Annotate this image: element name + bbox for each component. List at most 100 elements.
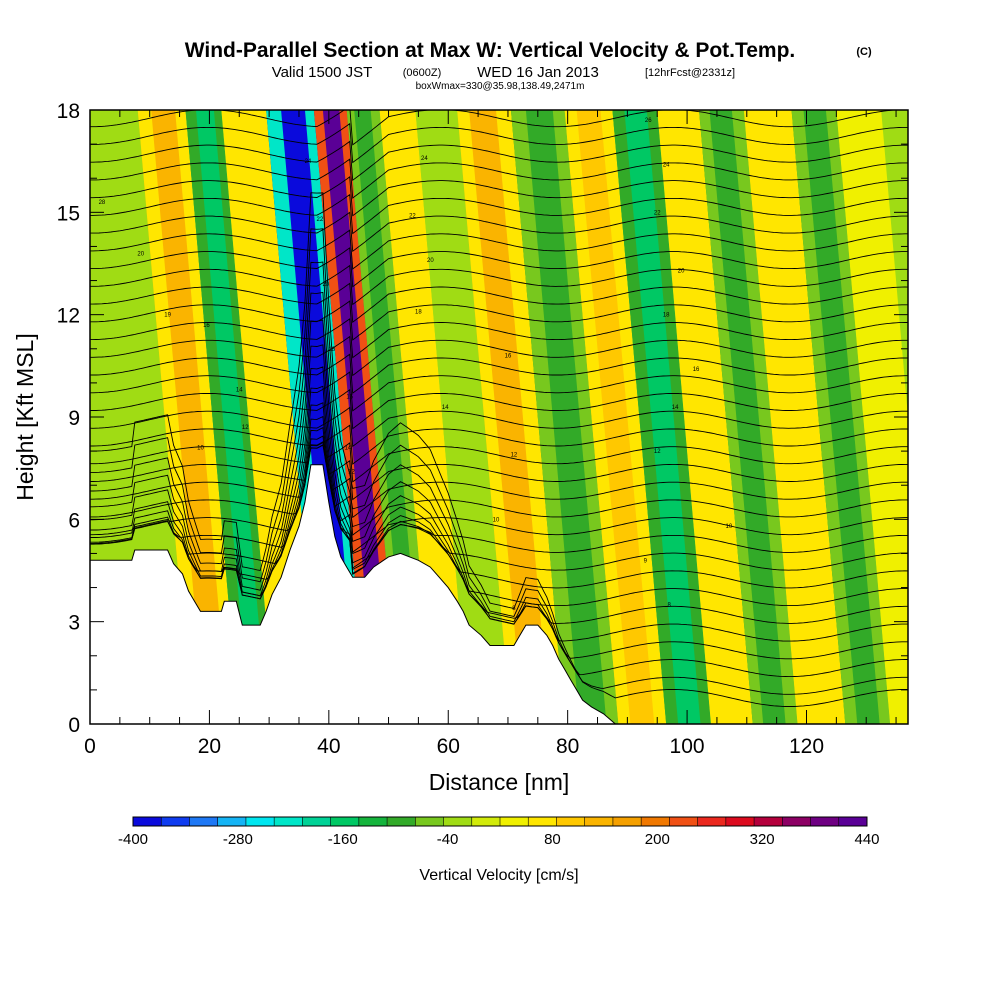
theta-contour [90, 435, 908, 536]
colorbar-swatch [754, 817, 783, 826]
copyright-mark: (C) [856, 46, 872, 58]
theta-contour [90, 247, 908, 288]
colorbar-tick-label: -40 [437, 831, 459, 848]
theta-contour-label: 24 [421, 156, 428, 162]
velocity-band [657, 110, 753, 724]
colorbar-tick-label: 440 [854, 831, 879, 848]
colorbar-swatch [838, 817, 868, 826]
velocity-band-halo [791, 110, 858, 724]
theta-contour [90, 300, 908, 341]
theta-contour-label: 24 [663, 163, 670, 169]
theta-contour-label: 14 [672, 405, 679, 411]
colorbar-tick-label: -400 [118, 831, 148, 848]
theta-contour [90, 176, 908, 217]
theta-contour-label: 12 [348, 470, 355, 476]
colorbar-label: Vertical Velocity [cm/s] [419, 867, 578, 884]
terrain [90, 464, 908, 724]
theta-contour-label: 20 [427, 258, 434, 264]
theta-contour-label: 18 [663, 313, 670, 319]
theta-contour-label: 18 [415, 309, 422, 315]
theta-contour-label: 16 [505, 354, 512, 360]
velocity-band [415, 110, 511, 724]
colorbar-swatch [443, 817, 473, 826]
theta-contour [90, 426, 908, 553]
y-tick-label: 3 [68, 612, 80, 635]
velocity-band [379, 110, 470, 724]
colorbar-swatch [697, 817, 727, 826]
theta-contour [90, 319, 908, 642]
x-axis-label: Distance [nm] [429, 769, 570, 795]
theta-contour-label: 22 [654, 210, 661, 216]
velocity-band [743, 110, 846, 724]
theta-contour-label: 10 [493, 517, 500, 523]
y-tick-label: 15 [57, 202, 80, 225]
theta-contour-label: 24 [305, 159, 312, 165]
colorbar-swatch [415, 817, 444, 826]
chart-title: Wind-Parallel Section at Max W: Vertical… [185, 39, 796, 62]
theta-contour [90, 406, 908, 448]
velocity-band-halo [612, 110, 679, 724]
y-tick-label: 0 [68, 714, 80, 737]
theta-contour [90, 385, 908, 589]
theta-contour [90, 264, 908, 306]
y-tick-label: 9 [68, 407, 80, 430]
x-tick-label: 100 [670, 735, 705, 758]
colorbar-swatch [782, 817, 811, 826]
colorbar-swatch [387, 817, 416, 826]
theta-contour-label: 20 [323, 282, 330, 288]
theta-contour [90, 335, 908, 377]
theta-contour-label: 10 [197, 446, 204, 452]
velocity-band-core [578, 110, 653, 724]
velocity-band-halo [457, 110, 523, 724]
colorbar-swatch [584, 817, 614, 826]
velocity-band-halo [137, 110, 205, 724]
colorbar-tick-label: -160 [328, 831, 358, 848]
theta-contour [90, 441, 908, 519]
y-tick-label: 18 [57, 100, 80, 123]
colorbar-swatch [725, 817, 755, 826]
theta-contour-label: 10 [726, 524, 733, 530]
theta-contour [90, 415, 908, 569]
theta-contour [90, 193, 908, 235]
theta-contour [90, 140, 908, 182]
colorbar [132, 816, 868, 827]
x-tick-label: 0 [84, 735, 96, 758]
colorbar-swatch [217, 817, 247, 826]
velocity-band [836, 110, 908, 724]
theta-contour-label: 22 [317, 217, 324, 223]
colorbar-tick-label: 80 [544, 831, 561, 848]
velocity-band-core [805, 110, 880, 724]
x-tick-label: 80 [556, 735, 579, 758]
colorbar-tick-labels: -400 -280 -160 -40 80 200 320 440 [118, 831, 880, 848]
colorbar-swatch [612, 817, 642, 826]
velocity-band-halo [600, 110, 667, 724]
colorbar-swatch [528, 817, 557, 826]
theta-contour-label: 20 [137, 251, 144, 257]
colorbar-swatch [669, 817, 698, 826]
theta-contour [90, 122, 908, 164]
theta-contour-label: 16 [693, 367, 700, 373]
colorbar-swatch [189, 817, 218, 826]
theta-contour-label: 20 [678, 268, 685, 274]
theta-contour-label: 8 [512, 606, 516, 612]
theta-contour [90, 353, 908, 394]
colorbar-swatch [358, 817, 388, 826]
velocity-band-core [626, 110, 700, 724]
velocity-band-halo [646, 110, 711, 724]
theta-contour-label: 12 [511, 453, 518, 459]
theta-contour [90, 229, 908, 270]
velocity-band-core [469, 110, 547, 724]
theta-contour [90, 211, 908, 253]
forecast-label: [12hrFcst@2331z] [645, 67, 735, 79]
colorbar-swatch [641, 817, 670, 826]
theta-contour [90, 282, 908, 323]
y-tick-label: 6 [68, 509, 80, 532]
theta-contour [90, 402, 908, 576]
theta-contour-label: 22 [409, 214, 416, 220]
colorbar-swatch [330, 817, 360, 826]
theta-contour-label: 8 [667, 603, 671, 609]
colorbar-swatch [500, 817, 529, 826]
colorbar-swatch [471, 817, 501, 826]
theta-contour [90, 444, 908, 501]
theta-contour-label: 16 [203, 323, 210, 329]
